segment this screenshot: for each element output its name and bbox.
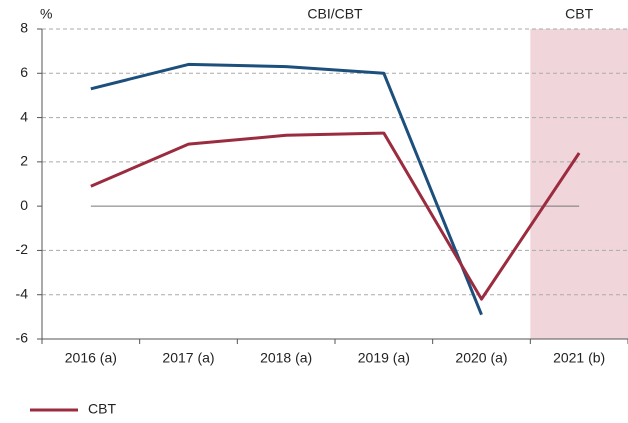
shaded-region	[530, 29, 628, 339]
annotation: CBI/CBT	[307, 6, 363, 22]
legend-label: CBT	[88, 401, 116, 417]
y-tick-label: 8	[20, 20, 28, 36]
y-tick-label: 0	[20, 197, 28, 213]
line-series	[90, 62, 483, 316]
y-tick-label: 6	[20, 64, 28, 80]
line-series	[90, 131, 581, 301]
y-tick-label: 2	[20, 153, 28, 169]
x-tick-label: 2016 (a)	[65, 350, 117, 366]
y-unit: %	[40, 6, 52, 22]
y-tick-label: 4	[20, 108, 28, 124]
x-tick-label: 2020 (a)	[455, 350, 507, 366]
x-tick-label: 2017 (a)	[162, 350, 214, 366]
y-tick-label: -6	[16, 330, 29, 346]
x-tick-label: 2021 (b)	[553, 350, 605, 366]
y-tick-label: -4	[16, 285, 29, 301]
y-tick-label: -2	[16, 241, 29, 257]
x-tick-label: 2018 (a)	[260, 350, 312, 366]
x-tick-label: 2019 (a)	[358, 350, 410, 366]
annotation: CBT	[565, 6, 593, 22]
